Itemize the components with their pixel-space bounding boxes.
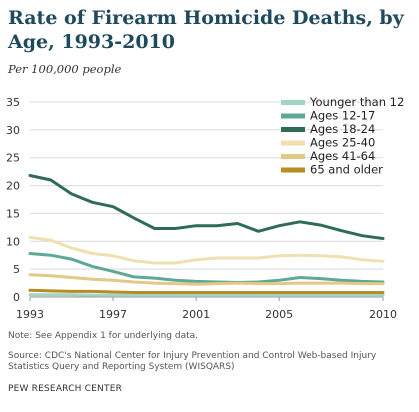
y-tick-label: 10: [6, 235, 20, 248]
y-tick-label: 5: [13, 263, 20, 276]
legend-swatch: [281, 113, 305, 119]
credit-line: PEW RESEARCH CENTER: [8, 384, 123, 394]
legend-label: 65 and older: [310, 163, 383, 177]
series-line-0: [28, 293, 385, 297]
x-tick-label: 2005: [265, 308, 293, 321]
legend-swatch: [281, 167, 305, 173]
x-tick-label: 2010: [369, 308, 397, 321]
y-tick-label: 30: [6, 124, 20, 137]
series-line-2: [28, 174, 385, 240]
legend-label: Ages 41-64: [310, 149, 375, 163]
series-line-4: [28, 273, 385, 286]
legend-label: Ages 25-40: [310, 136, 375, 150]
y-tick-label: 25: [6, 152, 20, 165]
y-axis-ticks: 0 5 10 15 20 25 30 35: [6, 96, 20, 304]
legend-label: Younger than 12: [309, 95, 404, 109]
legend-swatch: [281, 100, 305, 105]
x-tick-label: 2001: [182, 308, 210, 321]
grid-lines: [30, 101, 383, 298]
legend-swatch: [281, 140, 305, 146]
source-note: Source: CDC's National Center for Injury…: [8, 351, 377, 372]
y-tick-label: 15: [6, 207, 20, 220]
legend-swatch: [281, 127, 305, 132]
chart-subtitle: Per 100,000 people: [8, 62, 122, 76]
x-tick-label: 1993: [16, 308, 44, 321]
x-axis-ticks: 1993 1997 2001 2005 2010: [16, 297, 397, 321]
series-line-1: [28, 252, 385, 284]
y-tick-label: 20: [6, 180, 20, 193]
legend-swatch: [281, 154, 305, 159]
chart-title: Rate of Firearm Homicide Deaths, by Age,…: [8, 7, 404, 53]
legend-label: Ages 12-17: [310, 109, 375, 123]
series-line-5: [28, 288, 385, 294]
legend-label: Ages 18-24: [310, 122, 375, 136]
x-tick-label: 1997: [99, 308, 127, 321]
y-tick-label: 35: [6, 96, 20, 109]
footnote: Note: See Appendix 1 for underlying data…: [8, 331, 198, 341]
line-chart: 0 5 10 15 20 25 30 35 1993 1997 2001 2005 2010 Youn…: [6, 95, 404, 321]
series-lines: [28, 174, 385, 297]
series-line-3: [28, 235, 385, 265]
y-tick-label: 0: [13, 291, 20, 304]
